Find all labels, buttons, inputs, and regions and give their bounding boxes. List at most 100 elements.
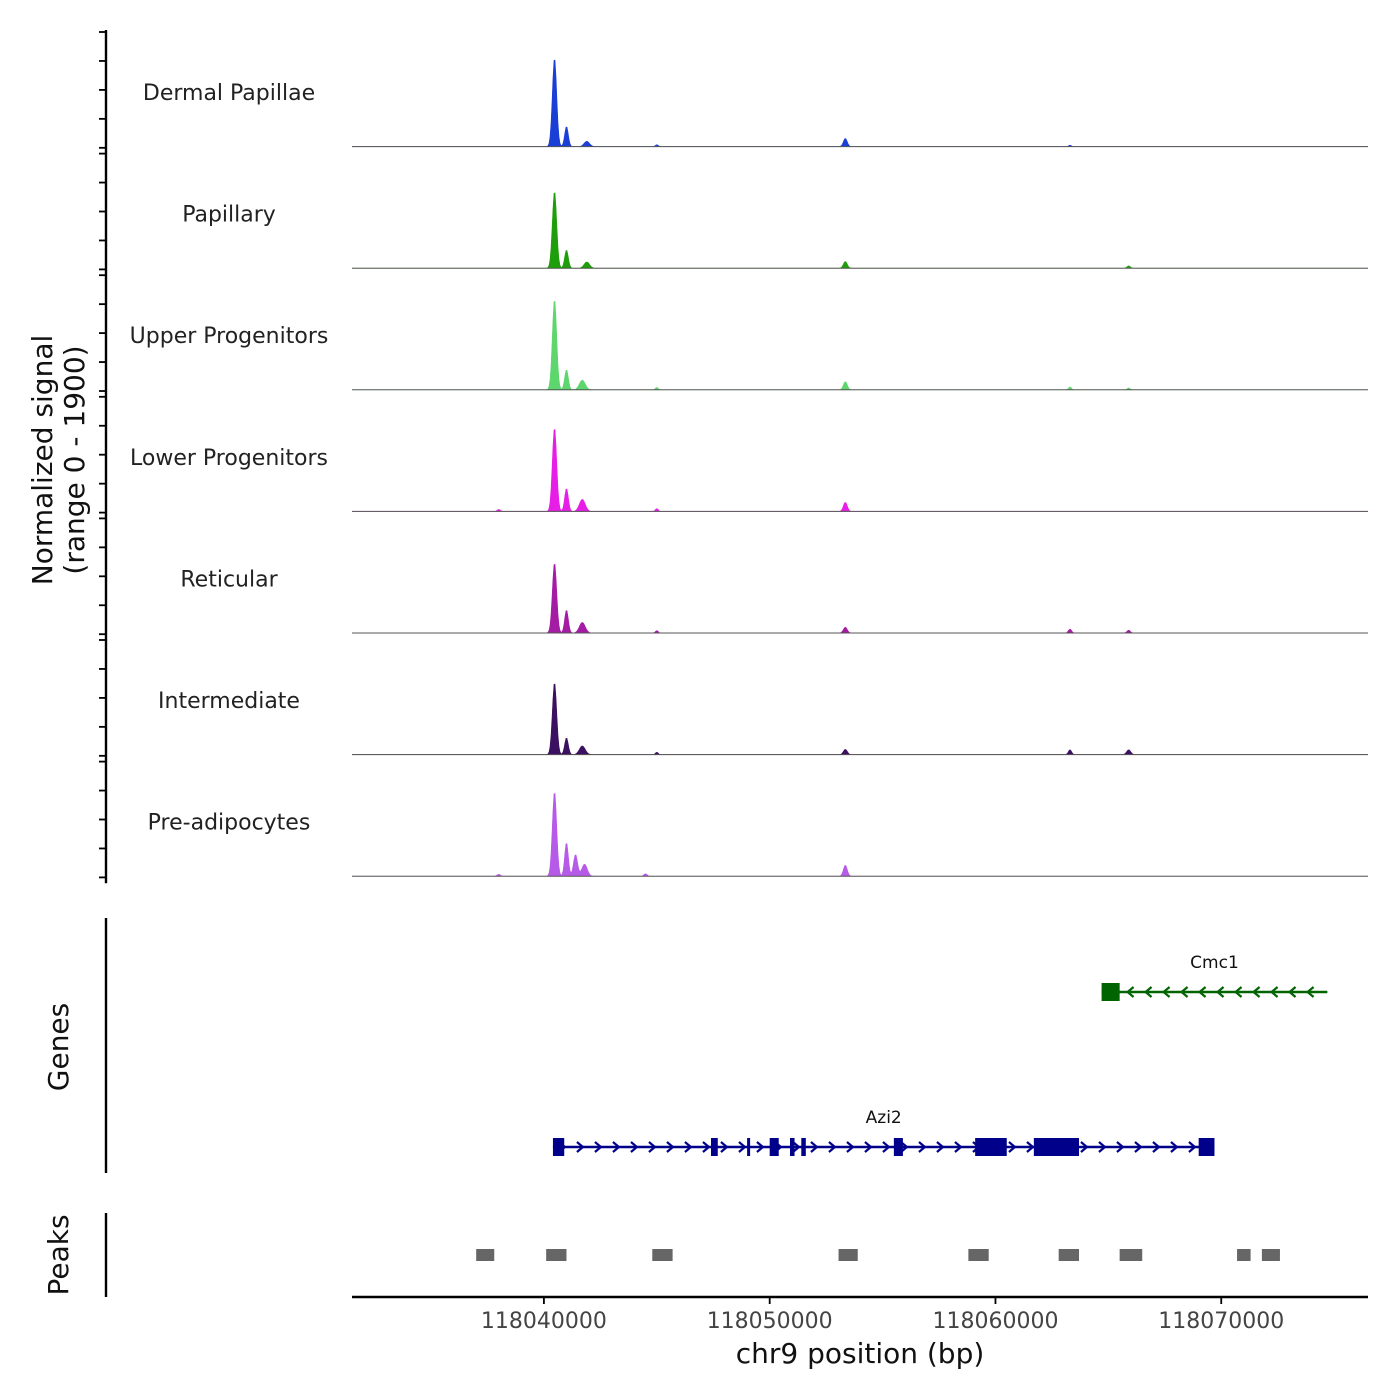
strand-arrow — [1143, 986, 1153, 998]
x-tick-label: 118070000 — [1158, 1309, 1284, 1334]
gene-azi2: Azi2 — [552, 1108, 1215, 1156]
genes-axis-title: Genes — [42, 1003, 75, 1091]
exon — [801, 1138, 806, 1156]
peak-region — [1058, 1249, 1080, 1261]
exon — [769, 1138, 779, 1156]
track-5: Intermediate — [158, 683, 1368, 756]
strand-arrow — [1134, 1141, 1143, 1153]
signal-area — [352, 563, 1368, 634]
track-label: Pre-adipocytes — [148, 811, 311, 836]
strand-arrow — [828, 1141, 837, 1153]
track-4: Reticular — [180, 563, 1368, 634]
gene-label: Cmc1 — [1190, 953, 1239, 973]
peak-region — [1261, 1249, 1280, 1261]
strand-arrow — [1251, 986, 1261, 998]
signal-area — [352, 59, 1368, 147]
strand-arrow — [648, 1141, 657, 1153]
strand-arrow — [720, 1141, 729, 1153]
axes: Normalized signal (range 0 - 1900) Genes… — [26, 335, 1368, 1370]
x-tick-label: 118040000 — [481, 1309, 607, 1334]
peaks-axis-title: Peaks — [42, 1214, 75, 1295]
signal-area — [352, 429, 1368, 512]
signal-area — [352, 792, 1368, 877]
strand-arrow — [792, 1141, 801, 1153]
exon — [1101, 983, 1120, 1001]
y-axis-title-line1: Normalized signal — [26, 335, 59, 586]
strand-arrow — [846, 1141, 855, 1153]
exon — [893, 1138, 903, 1156]
track-6: Pre-adipocytes — [148, 792, 1368, 877]
peak-region — [968, 1249, 989, 1261]
strand-arrow — [1098, 1141, 1107, 1153]
strand-arrow — [1197, 986, 1207, 998]
strand-arrow — [918, 1141, 927, 1153]
strand-arrow — [756, 1141, 765, 1153]
strand-arrow — [954, 1141, 963, 1153]
strand-arrow — [1125, 986, 1135, 998]
signal-area — [352, 300, 1368, 391]
peak-region — [652, 1249, 673, 1261]
track-3: Lower Progenitors — [130, 429, 1368, 512]
signal-area — [352, 192, 1368, 269]
gene-label: Azi2 — [866, 1108, 902, 1128]
peak-region — [838, 1249, 858, 1261]
strand-arrow — [666, 1141, 675, 1153]
track-label: Lower Progenitors — [130, 446, 328, 471]
strand-arrow — [576, 1141, 585, 1153]
signal-area — [352, 683, 1368, 755]
strand-arrow — [1179, 986, 1189, 998]
exon — [975, 1138, 1007, 1156]
x-tick-label: 118060000 — [932, 1309, 1058, 1334]
strand-arrow — [1269, 986, 1279, 998]
track-0: Dermal Papillae — [143, 59, 1368, 148]
track-label: Papillary — [182, 203, 276, 228]
strand-arrow — [936, 1141, 945, 1153]
strand-arrow — [1080, 1141, 1089, 1153]
track-label: Reticular — [180, 567, 278, 592]
strand-arrow — [1026, 1141, 1035, 1153]
strand-arrow — [1152, 1141, 1161, 1153]
strand-arrow — [1305, 986, 1315, 998]
strand-arrow — [864, 1141, 873, 1153]
track-label: Intermediate — [158, 689, 300, 714]
exon — [1198, 1138, 1215, 1156]
strand-arrow — [1008, 1141, 1017, 1153]
genes-track: Cmc1 Azi2 — [104, 918, 1328, 1173]
y-axis-title-line2: (range 0 - 1900) — [58, 345, 91, 574]
peak-region — [1237, 1249, 1251, 1261]
coverage-tracks: Dermal Papillae Papillary Upper Progenitor… — [99, 30, 1368, 884]
strand-arrow — [1161, 986, 1171, 998]
peak-region — [546, 1249, 567, 1261]
strand-arrow — [1287, 986, 1297, 998]
x-tick-label: 118050000 — [707, 1309, 833, 1334]
strand-arrow — [1188, 1141, 1197, 1153]
strand-arrow — [1170, 1141, 1179, 1153]
peaks-track — [104, 1213, 1280, 1297]
exon — [747, 1138, 751, 1156]
strand-arrow — [684, 1141, 693, 1153]
strand-arrow — [702, 1141, 711, 1153]
exon — [552, 1138, 565, 1156]
track-label: Upper Progenitors — [130, 324, 329, 349]
x-axis-title: chr9 position (bp) — [736, 1337, 985, 1370]
gene-cmc1: Cmc1 — [1101, 953, 1328, 1001]
peak-region — [476, 1249, 495, 1261]
strand-arrow — [594, 1141, 603, 1153]
track-2: Upper Progenitors — [130, 300, 1368, 391]
exon — [790, 1138, 795, 1156]
exon — [710, 1138, 718, 1156]
strand-arrow — [882, 1141, 891, 1153]
strand-arrow — [1233, 986, 1243, 998]
peak-region — [1119, 1249, 1143, 1261]
strand-arrow — [612, 1141, 621, 1153]
exon — [1033, 1138, 1080, 1156]
track-label: Dermal Papillae — [143, 81, 315, 106]
strand-arrow — [1116, 1141, 1125, 1153]
strand-arrow — [810, 1141, 819, 1153]
strand-arrow — [738, 1141, 747, 1153]
track-1: Papillary — [182, 192, 1368, 269]
strand-arrow — [900, 1141, 909, 1153]
strand-arrow — [630, 1141, 639, 1153]
